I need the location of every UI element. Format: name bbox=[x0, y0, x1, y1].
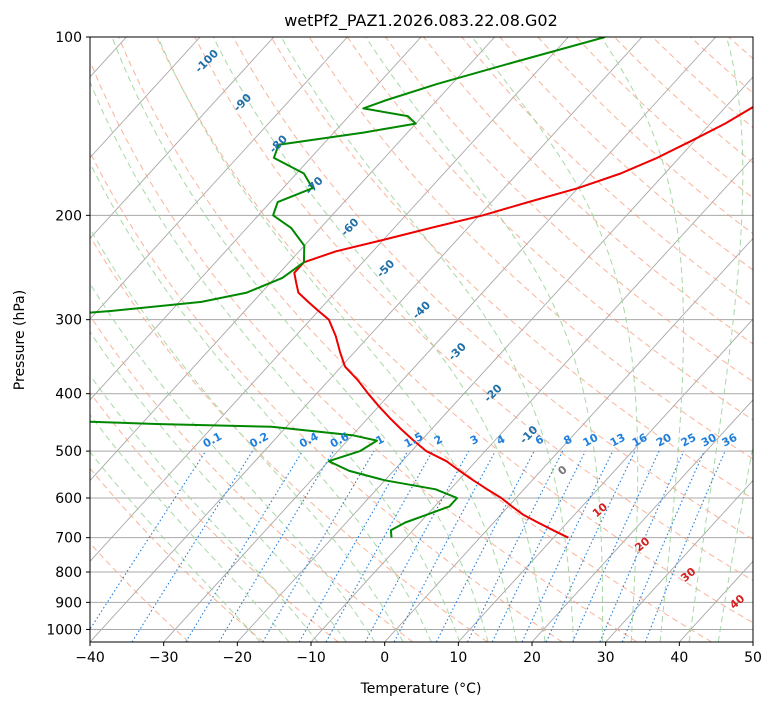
plot-border bbox=[89, 36, 754, 643]
x-tick-label: 20 bbox=[523, 650, 541, 666]
mixing-ratio-line-4 bbox=[393, 450, 496, 642]
isotherm-20 bbox=[531, 399, 753, 642]
isotherm--40 bbox=[90, 37, 643, 642]
y-tick-label: 1000 bbox=[46, 622, 82, 638]
x-tick-label: 40 bbox=[670, 650, 688, 666]
mixing-ratio-line-20 bbox=[572, 450, 660, 642]
series-dewpoint bbox=[90, 37, 606, 538]
dry-adiabat-10 bbox=[90, 235, 488, 642]
isotherm--80 bbox=[90, 37, 348, 320]
dry-adiabat-30 bbox=[90, 60, 638, 642]
y-tick-label: 700 bbox=[55, 531, 82, 547]
isobar-grid bbox=[90, 37, 753, 630]
mixing-ratio-label: 16 bbox=[630, 431, 650, 450]
mixing-ratio-label: 10 bbox=[581, 431, 601, 450]
dry-adiabat-100 bbox=[346, 37, 753, 421]
mixing-ratio-label: 25 bbox=[679, 431, 699, 450]
isotherm-10 bbox=[458, 318, 753, 642]
mixing-ratio-label: 20 bbox=[654, 431, 674, 450]
dry-adiabat--20 bbox=[90, 467, 264, 642]
isotherm--60 bbox=[90, 37, 496, 482]
x-axis-ticks: −40 −30 −20 −10 0 10 20 30 40 50 bbox=[75, 642, 762, 666]
dry-adiabat-90 bbox=[308, 37, 753, 460]
mixing-ratio-line-0.4 bbox=[185, 450, 304, 642]
moist-adiabat-44 bbox=[717, 444, 753, 642]
moist-adiabats bbox=[90, 37, 753, 642]
moist-adiabat-12 bbox=[111, 37, 489, 642]
y-axis-label: Pressure (hPa) bbox=[12, 290, 28, 390]
y-tick-label: 100 bbox=[55, 30, 82, 46]
chart-title: wetPf2_PAZ1.2026.083.22.08.G02 bbox=[284, 11, 558, 31]
y-tick-label: 500 bbox=[55, 444, 82, 460]
dry-adiabat-60 bbox=[194, 37, 753, 582]
moist-adiabat-40 bbox=[688, 37, 744, 642]
x-tick-label: 10 bbox=[449, 650, 467, 666]
plot-area: 0.1 0.2 0.4 0.6 1 1.5 2 3 4 6 8 10 13 16 20 25 30 3601020… bbox=[90, 37, 753, 642]
x-tick-label: 30 bbox=[597, 650, 615, 666]
mixing-ratio-line-3 bbox=[364, 450, 470, 642]
moist-adiabat-36 bbox=[600, 37, 684, 642]
dry-adiabat-70 bbox=[232, 37, 753, 540]
moist-adiabat-8 bbox=[90, 80, 461, 642]
y-tick-label: 400 bbox=[55, 387, 82, 403]
mixing-ratio-line-8 bbox=[467, 450, 564, 642]
dry-adiabat--30 bbox=[90, 542, 190, 642]
x-tick-label: −10 bbox=[296, 650, 326, 666]
moist-adiabat-16 bbox=[157, 37, 517, 642]
isotherm--90 bbox=[90, 37, 275, 240]
y-tick-label: 600 bbox=[55, 491, 82, 507]
x-tick-label: 0 bbox=[380, 650, 389, 666]
mixing-ratio-line-2 bbox=[325, 450, 433, 642]
x-tick-label: −40 bbox=[75, 650, 105, 666]
isotherm--50 bbox=[90, 37, 569, 562]
isotherm--100 bbox=[90, 37, 201, 159]
x-tick-label: −20 bbox=[223, 650, 253, 666]
x-tick-label: −30 bbox=[149, 650, 179, 666]
mixing-ratio-line-25 bbox=[599, 450, 685, 642]
mixing-ratio-label: 30 bbox=[699, 431, 719, 450]
moist-adiabat--4 bbox=[90, 282, 376, 642]
x-axis-label: Temperature (°C) bbox=[360, 681, 482, 697]
dry-adiabats bbox=[90, 37, 753, 642]
moist-adiabat-4 bbox=[90, 161, 432, 642]
mixing-ratio-lines bbox=[90, 450, 726, 642]
moist-adiabat-20 bbox=[212, 37, 546, 642]
mixing-ratio-label: 13 bbox=[608, 431, 628, 450]
y-tick-label: 800 bbox=[55, 565, 82, 581]
isotherm-30 bbox=[605, 479, 753, 642]
mixing-ratio-line-0.2 bbox=[131, 450, 254, 642]
y-tick-label: 300 bbox=[55, 313, 82, 329]
moist-adiabat--16 bbox=[90, 414, 290, 642]
y-tick-label: 900 bbox=[55, 595, 82, 611]
moist-adiabat--12 bbox=[90, 374, 319, 642]
mixing-ratio-line-36 bbox=[644, 450, 726, 642]
dry-adiabat-20 bbox=[90, 151, 563, 642]
moist-adiabat-0 bbox=[90, 227, 404, 642]
y-axis-ticks: 100 200 300 400 500 600 700 800 900 1000 bbox=[46, 30, 90, 638]
mixing-ratio-label: 36 bbox=[720, 431, 740, 450]
isotherm--30 bbox=[163, 37, 717, 642]
y-tick-label: 200 bbox=[55, 208, 82, 224]
moist-adiabat-24 bbox=[280, 37, 575, 642]
series-temperature bbox=[293, 105, 753, 539]
dry-adiabat-40 bbox=[118, 37, 712, 642]
moist-adiabat-28 bbox=[365, 37, 603, 642]
isotherm-0 bbox=[384, 237, 753, 642]
dry-adiabat-50 bbox=[156, 37, 753, 624]
moist-adiabat-32 bbox=[471, 37, 639, 642]
dry-adiabat-80 bbox=[270, 37, 753, 500]
x-tick-label: 50 bbox=[744, 650, 762, 666]
mixing-ratio-line-30 bbox=[621, 450, 705, 642]
profile-series bbox=[90, 37, 753, 539]
moist-adiabat--20 bbox=[90, 451, 261, 642]
mixing-ratio-line-0.1 bbox=[90, 450, 207, 631]
